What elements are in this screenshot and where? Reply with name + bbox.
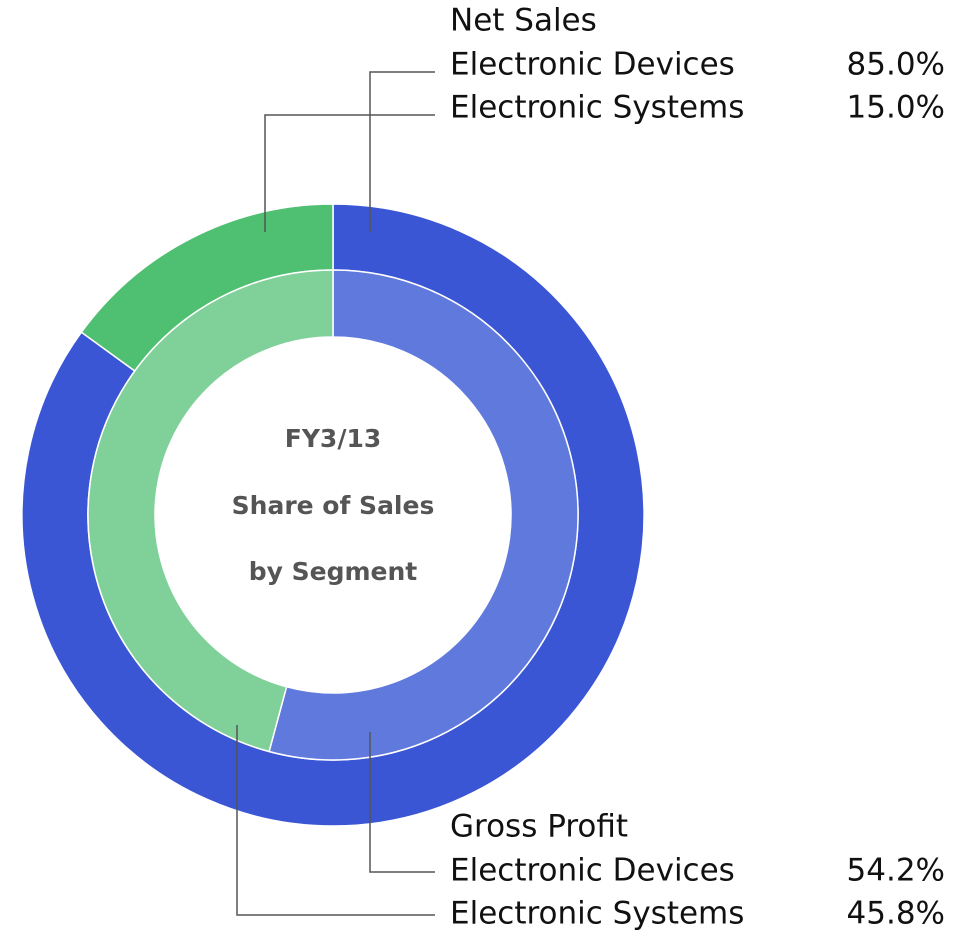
legend-title: Gross Profit [450,809,628,845]
value-label: 54.2% [847,853,945,889]
leader-line [369,71,435,232]
center-title: FY3/13 [285,424,382,453]
legend-title: Net Sales [450,3,597,39]
value-label: 15.0% [847,90,945,126]
legend-label: Electronic Devices [450,47,735,83]
leader-line [236,725,435,916]
legend-label: Electronic Devices [450,853,735,889]
leader-line [264,114,435,232]
legend-label: Electronic Systems [450,90,744,126]
ring-segment [268,269,579,761]
legend-label: Electronic Systems [450,896,744,932]
value-label: 85.0% [847,47,945,83]
center-title: Share of Sales [232,491,435,520]
center-title: by Segment [249,557,418,586]
ring-segment [87,269,334,753]
leader-line [369,732,435,873]
rings [21,203,645,827]
value-label: 45.8% [847,896,945,932]
